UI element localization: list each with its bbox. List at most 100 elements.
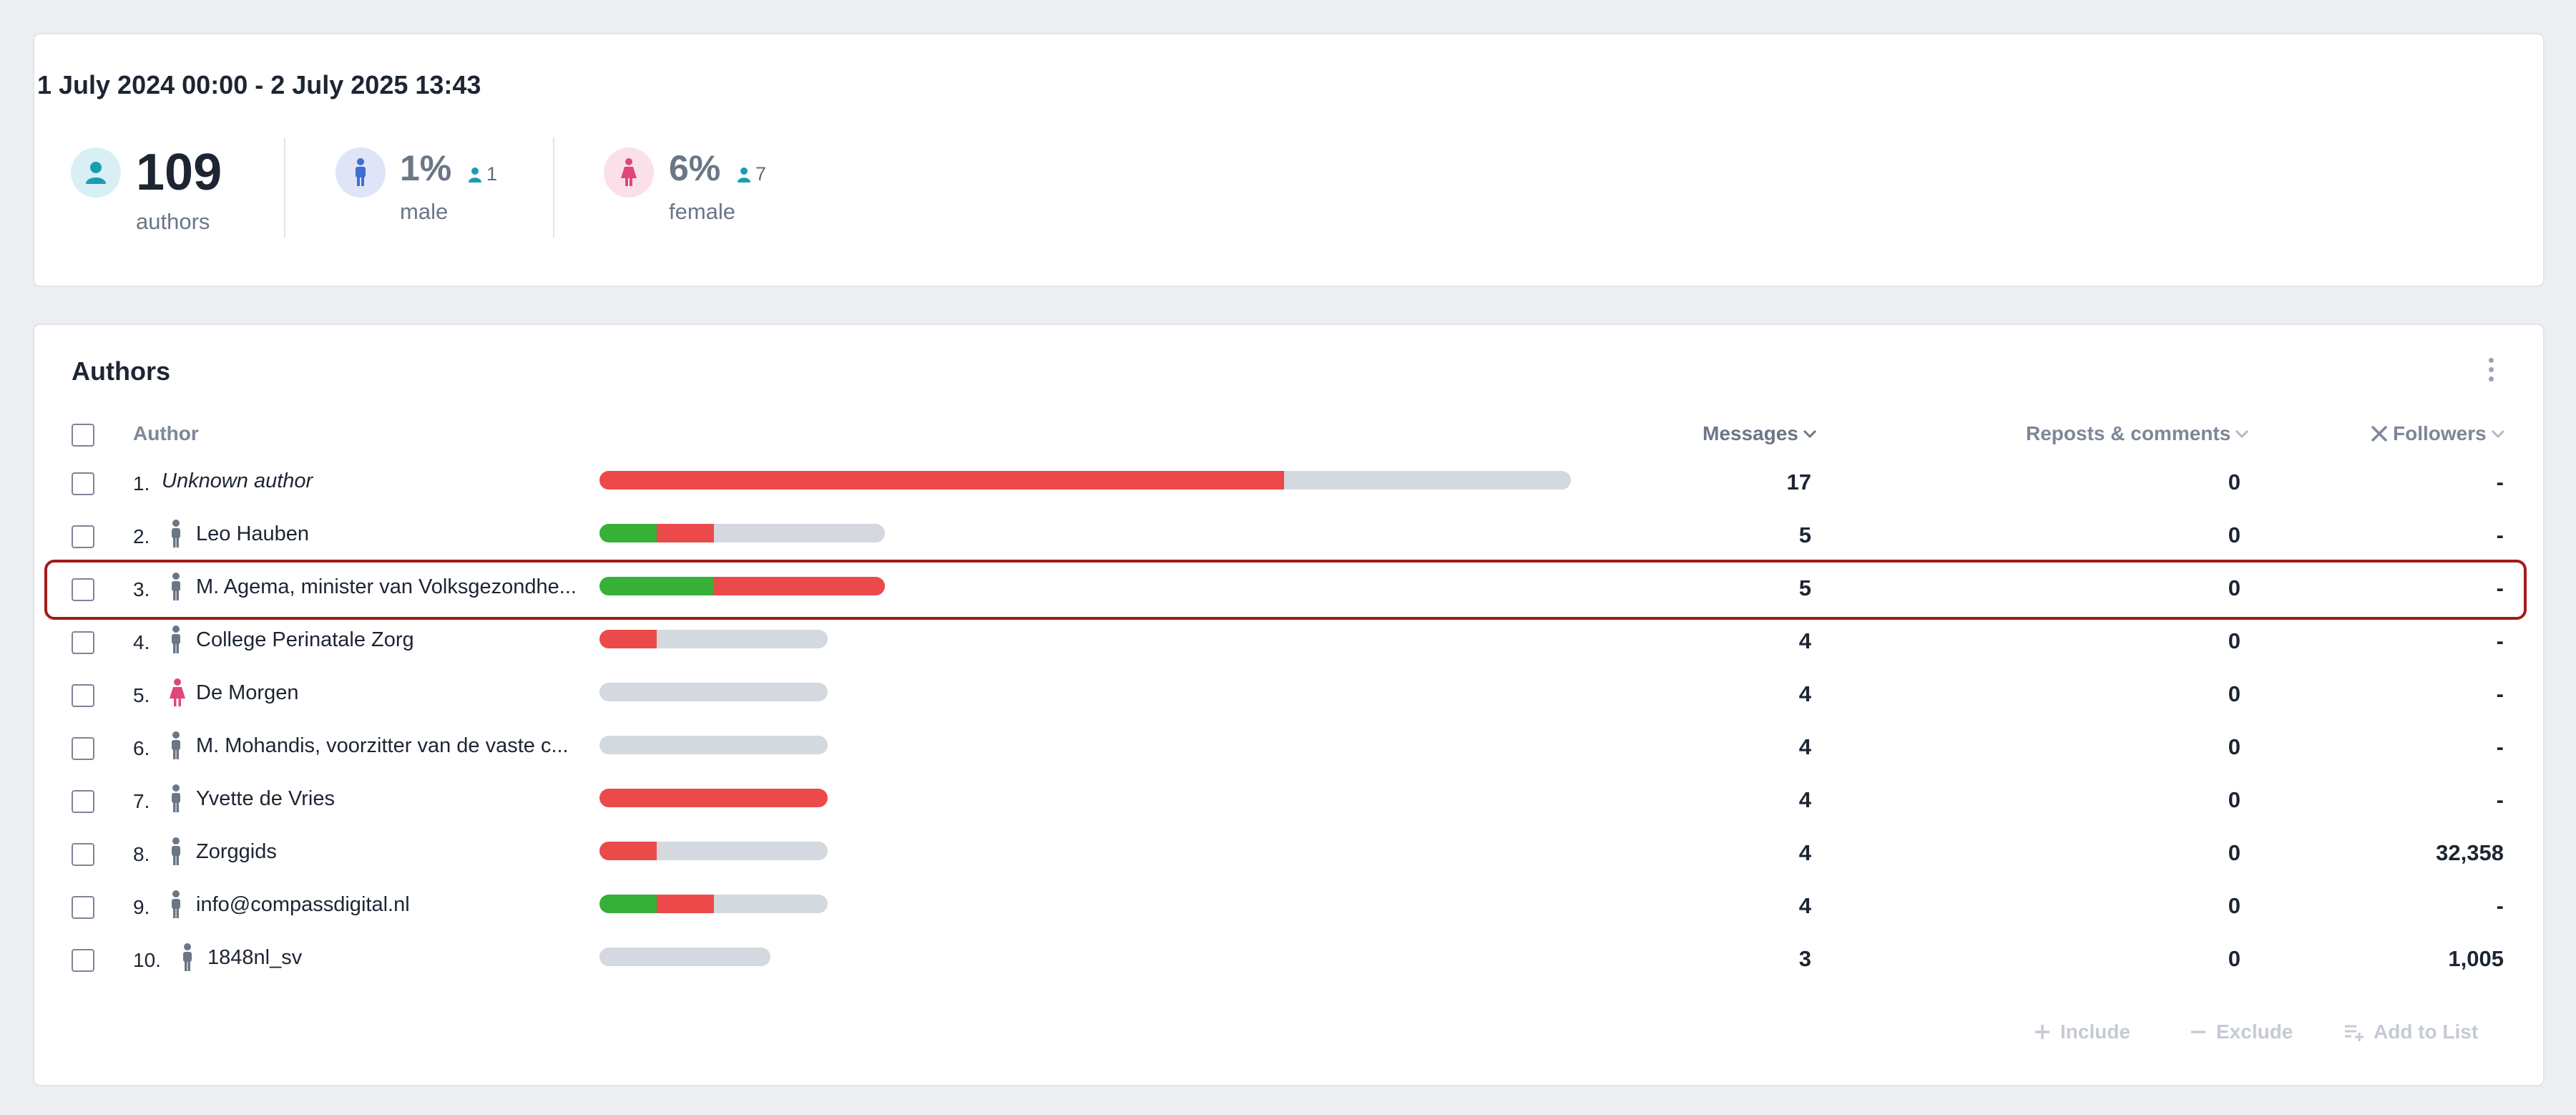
reposts-count: 0 — [2228, 575, 2240, 600]
author-name[interactable]: 1848nl_sv — [207, 946, 303, 969]
sentiment-bar — [599, 895, 828, 913]
sentiment-bar — [599, 630, 828, 648]
author-header-label: Author — [133, 422, 199, 444]
female-percent: 6% — [669, 148, 721, 188]
table-row[interactable]: 3. M. Agema, minister van Volksgezondhe..… — [0, 564, 2576, 617]
row-checkbox[interactable] — [72, 578, 94, 601]
male-count: 1 — [468, 163, 497, 185]
sentiment-negative-segment — [599, 471, 1285, 490]
row-rank: 4. — [133, 631, 150, 653]
more-vertical-icon[interactable] — [2485, 358, 2497, 389]
table-row[interactable]: 7. Yvette de Vries 4 0 - — [0, 776, 2576, 829]
row-checkbox[interactable] — [72, 684, 94, 707]
sentiment-positive-segment — [599, 895, 657, 913]
authors-card — [33, 323, 2545, 1086]
row-checkbox[interactable] — [72, 631, 94, 654]
select-all-checkbox[interactable] — [72, 424, 94, 447]
messages-column-header[interactable]: Messages — [1703, 422, 1817, 445]
reposts-count: 0 — [2228, 469, 2240, 495]
sentiment-negative-segment — [656, 895, 714, 913]
chevron-down-icon — [1803, 429, 1816, 439]
reposts-count: 0 — [2228, 681, 2240, 706]
row-rank: 10. — [133, 949, 161, 971]
sentiment-negative-segment — [599, 842, 657, 860]
author-name[interactable]: Leo Hauben — [196, 522, 310, 545]
author-name[interactable]: M. Mohandis, voorzitter van de vaste c..… — [196, 734, 569, 757]
author-name[interactable]: Yvette de Vries — [196, 787, 335, 810]
sentiment-negative-segment — [713, 577, 885, 595]
exclude-label: Exclude — [2216, 1021, 2293, 1043]
date-range-title: 1 July 2024 00:00 - 2 July 2025 13:43 — [37, 70, 481, 99]
table-row[interactable]: 5. De Morgen 4 0 - — [0, 670, 2576, 723]
sentiment-negative-segment — [656, 524, 714, 542]
male-icon — [169, 731, 183, 764]
sentiment-bar — [599, 736, 828, 754]
exclude-button[interactable]: Exclude — [2189, 1021, 2293, 1043]
authors-stat-icon — [71, 147, 121, 198]
followers-count: - — [2496, 628, 2504, 653]
male-icon — [169, 784, 183, 817]
row-checkbox[interactable] — [72, 525, 94, 548]
row-rank: 5. — [133, 684, 150, 706]
table-row[interactable]: 8. Zorggids 4 0 32,358 — [0, 829, 2576, 882]
row-checkbox[interactable] — [72, 737, 94, 760]
include-button[interactable]: Include — [2033, 1021, 2130, 1043]
summary-divider — [553, 137, 554, 238]
sentiment-negative-segment — [599, 630, 657, 648]
author-column-header[interactable]: Author — [133, 422, 199, 445]
sentiment-bar — [599, 842, 828, 860]
reposts-header-label: Reposts & comments — [2026, 422, 2231, 444]
chevron-down-icon — [2235, 429, 2249, 439]
table-row[interactable]: 10. 1848nl_sv 3 0 1,005 — [0, 935, 2576, 988]
male-icon — [169, 625, 183, 658]
author-name[interactable]: College Perinatale Zorg — [196, 628, 414, 651]
row-checkbox[interactable] — [72, 896, 94, 919]
reposts-count: 0 — [2228, 522, 2240, 547]
reposts-column-header[interactable]: Reposts & comments — [2026, 422, 2249, 445]
followers-column-header[interactable]: Followers — [2370, 422, 2505, 445]
add-to-list-button[interactable]: Add to List — [2344, 1021, 2478, 1043]
followers-count: 32,358 — [2436, 840, 2504, 865]
row-checkbox[interactable] — [72, 843, 94, 866]
messages-count: 5 — [1798, 522, 1811, 547]
followers-count: - — [2496, 522, 2504, 547]
row-checkbox[interactable] — [72, 790, 94, 813]
reposts-count: 0 — [2228, 893, 2240, 918]
author-name[interactable]: M. Agema, minister van Volksgezondhe... — [196, 575, 577, 598]
sentiment-bar — [599, 471, 1571, 490]
followers-count: - — [2496, 469, 2504, 495]
person-small-icon — [469, 167, 481, 182]
summary-card — [33, 33, 2545, 287]
authors-count: 109 — [136, 144, 222, 201]
followers-count: - — [2496, 681, 2504, 706]
messages-count: 4 — [1798, 840, 1811, 865]
table-row[interactable]: 4. College Perinatale Zorg 4 0 - — [0, 617, 2576, 670]
reposts-count: 0 — [2228, 946, 2240, 971]
row-checkbox[interactable] — [72, 472, 94, 495]
sentiment-bar — [599, 948, 770, 966]
reposts-count: 0 — [2228, 787, 2240, 812]
sentiment-bar — [599, 577, 885, 595]
messages-count: 4 — [1798, 893, 1811, 918]
table-row[interactable]: 1. Unknown author 17 0 - — [0, 458, 2576, 511]
table-row[interactable]: 9. info@compassdigital.nl 4 0 - — [0, 882, 2576, 935]
messages-count: 4 — [1798, 628, 1811, 653]
table-row[interactable]: 6. M. Mohandis, voorzitter van de vaste c… — [0, 723, 2576, 776]
authors-title: Authors — [72, 356, 170, 386]
followers-count: - — [2496, 734, 2504, 759]
male-label: male — [400, 199, 449, 224]
followers-count: - — [2496, 787, 2504, 812]
female-icon — [169, 678, 186, 711]
sentiment-bar — [599, 683, 828, 701]
author-name[interactable]: De Morgen — [196, 681, 299, 704]
author-name[interactable]: Unknown author — [162, 469, 313, 492]
male-icon — [180, 943, 195, 975]
table-row[interactable]: 2. Leo Hauben 5 0 - — [0, 511, 2576, 564]
messages-count: 3 — [1798, 946, 1811, 971]
chevron-down-icon — [2491, 429, 2504, 439]
author-name[interactable]: info@compassdigital.nl — [196, 893, 410, 916]
author-name[interactable]: Zorggids — [196, 840, 277, 863]
person-small-icon — [738, 167, 750, 182]
row-checkbox[interactable] — [72, 949, 94, 972]
add-to-list-label: Add to List — [2374, 1021, 2479, 1043]
